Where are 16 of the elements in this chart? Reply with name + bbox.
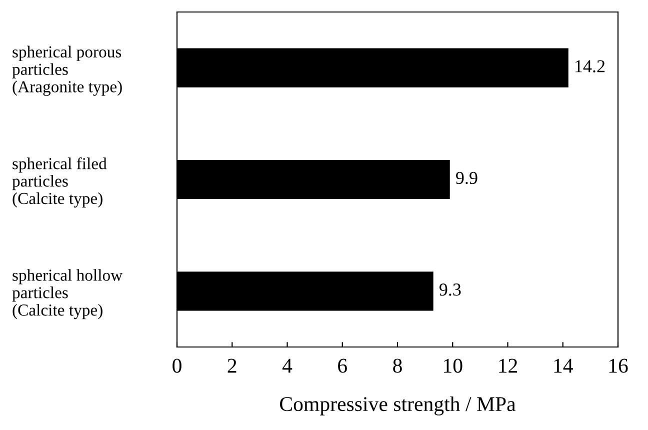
data-label: 9.3 [439, 284, 461, 296]
x-tick-label: 16 [609, 358, 628, 373]
x-tick-label: 12 [499, 358, 518, 373]
x-tick-label: 8 [393, 358, 402, 373]
x-tick-label: 2 [228, 358, 236, 373]
x-tick-label: 10 [444, 358, 462, 373]
x-tick-label: 0 [172, 358, 182, 373]
data-label: 14.2 [576, 60, 605, 72]
x-axis-title: Compressive strength / MPa [280, 396, 516, 416]
y-tick-label: spherical hollow particles (Calcite type) [12, 269, 123, 320]
data-label: 9.9 [456, 172, 478, 184]
y-tick-label: spherical filed particles (Calcite type) [12, 157, 107, 208]
x-tick-label: 6 [338, 358, 347, 373]
x-tick-label: 14 [554, 358, 573, 373]
x-tick-label: 4 [282, 358, 292, 373]
y-tick-label: spherical porous particles (Aragonite type) [12, 46, 122, 96]
